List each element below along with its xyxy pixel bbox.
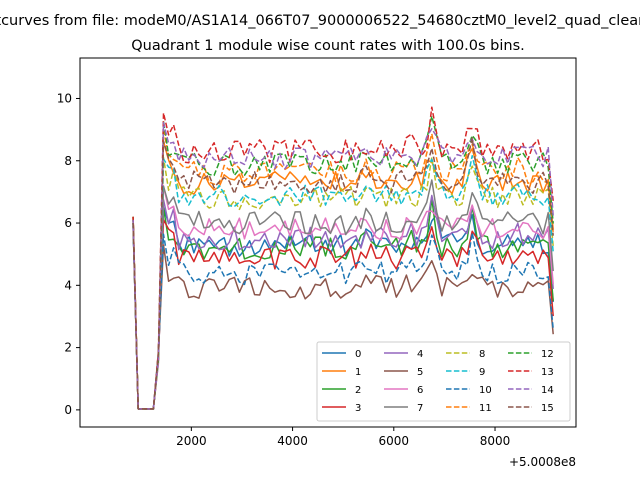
series-line-4 bbox=[132, 194, 554, 410]
series-line-15 bbox=[132, 137, 554, 410]
series-line-14 bbox=[132, 121, 554, 410]
y-tick-label: 6 bbox=[64, 216, 72, 230]
legend-label-9: 9 bbox=[479, 367, 485, 378]
legend-label-10: 10 bbox=[479, 385, 492, 396]
legend-label-15: 15 bbox=[541, 403, 554, 414]
legend-label-8: 8 bbox=[479, 349, 485, 360]
series-line-1 bbox=[132, 140, 554, 410]
series-line-9 bbox=[132, 154, 554, 410]
legend-label-7: 7 bbox=[417, 403, 423, 414]
legend-label-2: 2 bbox=[355, 385, 361, 396]
x-tick-label: 2000 bbox=[176, 434, 207, 448]
x-tick-label: 8000 bbox=[480, 434, 511, 448]
legend-label-12: 12 bbox=[541, 349, 554, 360]
series-line-10 bbox=[132, 226, 554, 410]
legend-box bbox=[316, 341, 571, 422]
legend-label-14: 14 bbox=[541, 385, 554, 396]
y-tick-label: 10 bbox=[57, 91, 72, 105]
legend-label-11: 11 bbox=[479, 403, 492, 414]
legend-label-13: 13 bbox=[541, 367, 554, 378]
x-tick-label: 4000 bbox=[277, 434, 308, 448]
x-tick-label: 6000 bbox=[379, 434, 410, 448]
legend-label-1: 1 bbox=[355, 367, 361, 378]
legend-label-5: 5 bbox=[417, 367, 423, 378]
y-tick-label: 8 bbox=[64, 154, 72, 168]
y-tick-label: 4 bbox=[64, 278, 72, 292]
series-line-7 bbox=[132, 179, 554, 410]
y-tick-label: 2 bbox=[64, 341, 72, 355]
legend-label-3: 3 bbox=[355, 403, 361, 414]
legend-label-6: 6 bbox=[417, 385, 423, 396]
legend-label-4: 4 bbox=[417, 349, 423, 360]
figure-suptitle: Lightcurves from file: modeM0/AS1A14_066… bbox=[0, 13, 640, 29]
series-line-13 bbox=[132, 106, 554, 410]
x-offset-text: +5.0008e8 bbox=[509, 455, 576, 469]
series-group bbox=[132, 106, 554, 410]
series-line-6 bbox=[132, 185, 554, 410]
plot-area: 2000 4000 6000 8000024681001234567891011121… bbox=[57, 57, 577, 448]
legend-label-0: 0 bbox=[355, 349, 361, 360]
axes-frame bbox=[79, 57, 577, 428]
series-line-5 bbox=[132, 226, 554, 410]
y-tick-label: 0 bbox=[64, 403, 72, 417]
series-line-3 bbox=[132, 216, 554, 410]
chart-title: Quadrant 1 module wise count rates with … bbox=[131, 38, 525, 54]
